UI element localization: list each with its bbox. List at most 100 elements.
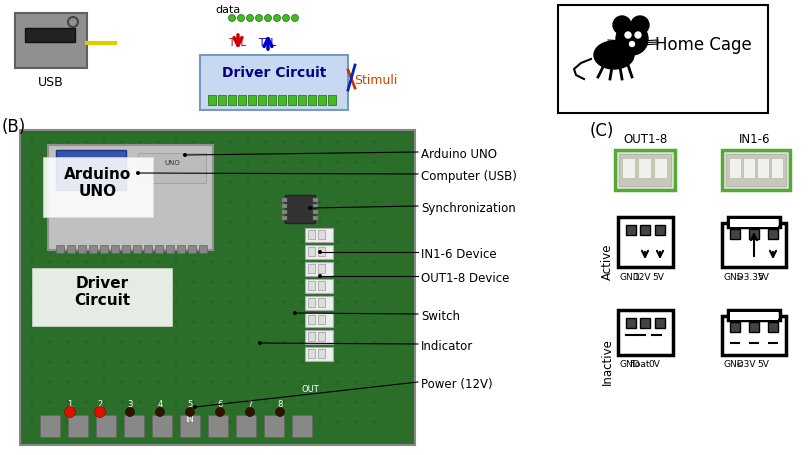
Circle shape (265, 401, 267, 403)
Circle shape (283, 181, 285, 183)
Circle shape (372, 161, 375, 163)
Bar (282, 210, 287, 214)
Circle shape (155, 408, 165, 416)
Circle shape (157, 201, 159, 203)
Circle shape (355, 361, 357, 363)
Circle shape (136, 171, 140, 175)
Circle shape (175, 181, 177, 183)
Circle shape (337, 161, 339, 163)
Circle shape (67, 181, 69, 183)
Bar (318, 298, 325, 307)
Circle shape (193, 381, 196, 383)
Circle shape (229, 181, 231, 183)
Bar (218, 95, 226, 105)
Circle shape (283, 361, 285, 363)
Text: Power (12V): Power (12V) (421, 378, 493, 391)
Circle shape (372, 141, 375, 143)
Circle shape (283, 201, 285, 203)
Circle shape (193, 301, 196, 303)
Circle shape (31, 401, 33, 403)
Bar (618, 217, 673, 267)
Text: data: data (215, 5, 240, 15)
Bar (177, 245, 185, 253)
Circle shape (85, 141, 87, 143)
Bar (208, 415, 228, 437)
Text: Arduino
UNO: Arduino UNO (65, 167, 132, 199)
Circle shape (85, 161, 87, 163)
Bar (308, 332, 315, 341)
Text: 3: 3 (128, 400, 133, 409)
Bar (282, 204, 287, 208)
Circle shape (229, 241, 231, 243)
Bar (655, 318, 665, 328)
Bar (25, 28, 75, 42)
Circle shape (238, 15, 245, 21)
Circle shape (301, 341, 303, 343)
Circle shape (139, 261, 141, 263)
Circle shape (157, 361, 159, 363)
Circle shape (283, 161, 285, 163)
Bar (749, 229, 759, 239)
Ellipse shape (594, 41, 634, 69)
Circle shape (283, 301, 285, 303)
Text: OUT1-8 Device: OUT1-8 Device (421, 272, 509, 285)
Circle shape (85, 241, 87, 243)
Bar (48, 145, 213, 250)
Bar (305, 296, 333, 310)
Circle shape (265, 361, 267, 363)
Bar (730, 312, 778, 320)
Bar (305, 228, 333, 242)
Circle shape (211, 201, 213, 203)
Bar (122, 245, 130, 253)
Circle shape (283, 401, 285, 403)
Circle shape (372, 201, 375, 203)
Bar (305, 262, 333, 276)
Circle shape (121, 221, 123, 223)
Bar (638, 158, 651, 178)
Circle shape (139, 141, 141, 143)
Bar (728, 217, 780, 227)
Circle shape (67, 241, 69, 243)
Circle shape (85, 361, 87, 363)
Text: 5V: 5V (757, 273, 769, 282)
Circle shape (301, 401, 303, 403)
Bar (305, 330, 333, 344)
Circle shape (139, 201, 141, 203)
Circle shape (121, 341, 123, 343)
Circle shape (48, 181, 51, 183)
Circle shape (157, 161, 159, 163)
Text: Home Cage: Home Cage (654, 36, 751, 54)
Bar (67, 245, 75, 253)
Text: OUT1-8: OUT1-8 (623, 133, 667, 146)
Bar (43, 157, 153, 217)
Circle shape (121, 141, 123, 143)
Bar (248, 95, 256, 105)
Circle shape (246, 181, 249, 183)
Circle shape (139, 161, 141, 163)
Circle shape (355, 401, 357, 403)
Circle shape (337, 221, 339, 223)
Circle shape (319, 401, 322, 403)
Circle shape (139, 361, 141, 363)
Bar (308, 230, 315, 239)
Bar (236, 415, 256, 437)
Circle shape (103, 181, 105, 183)
Circle shape (246, 221, 249, 223)
Circle shape (319, 321, 322, 323)
Bar (318, 230, 325, 239)
Circle shape (246, 15, 254, 21)
Circle shape (48, 201, 51, 203)
Bar (618, 310, 673, 355)
Bar (155, 245, 163, 253)
Circle shape (67, 261, 69, 263)
Bar (626, 225, 636, 235)
Circle shape (301, 181, 303, 183)
Circle shape (616, 23, 648, 55)
Circle shape (139, 401, 141, 403)
Text: >3.3V: >3.3V (736, 273, 764, 282)
Circle shape (246, 161, 249, 163)
Circle shape (103, 241, 105, 243)
Circle shape (265, 281, 267, 283)
Circle shape (85, 201, 87, 203)
Circle shape (103, 201, 105, 203)
